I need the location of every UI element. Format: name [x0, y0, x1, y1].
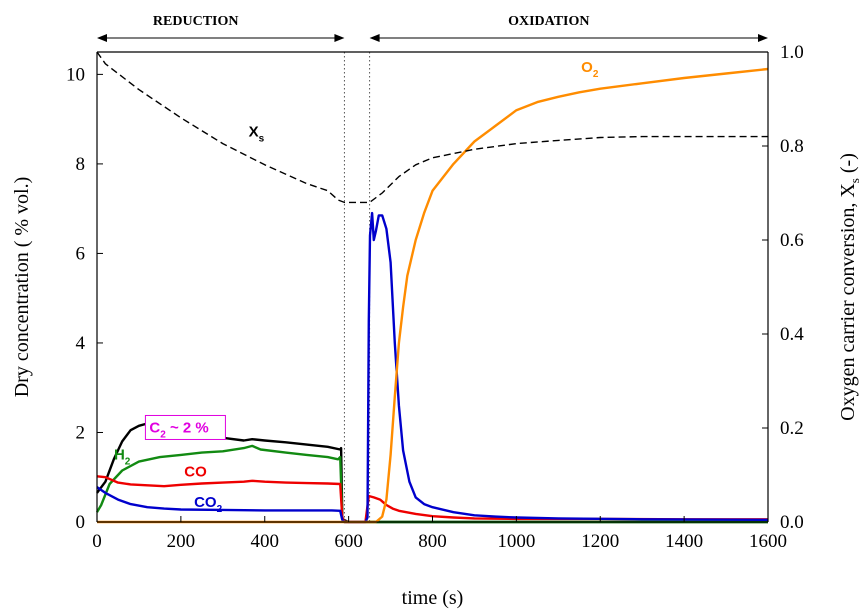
x-tick-label-0: 0	[92, 531, 102, 552]
y-tick-label-5: 10	[66, 64, 85, 85]
series-labels: CH4H2COCO2O2XsC2 ~ 2 %	[114, 59, 599, 515]
series-label-co2: CO2	[194, 494, 223, 515]
x-tick-label-5: 1000	[497, 531, 535, 552]
x-tick-label-3: 600	[334, 531, 363, 552]
series-label-o2-main: O	[581, 59, 593, 76]
y2-tick-label-5: 1.0	[780, 42, 804, 63]
series-label-co2-main: CO	[194, 494, 217, 511]
x-tick-label-6: 1200	[581, 531, 619, 552]
y-tick-label-2: 4	[76, 333, 86, 354]
phase-markers	[343, 52, 371, 522]
annotation-text-main: C	[149, 419, 160, 436]
series-label-xs-conversion: Xs	[249, 124, 265, 145]
y2-tick-label-0: 0.0	[780, 512, 804, 533]
phase-arrowhead-left-0	[97, 34, 107, 42]
x-tick-label-1: 200	[167, 531, 196, 552]
phase-label-oxidation: OXIDATION	[508, 14, 589, 29]
series-line-o2	[97, 67, 769, 524]
axes: 0 200 400 600 800 1000 1200 1400 1600 0 2 4 6 8 10 0.0 0…	[11, 42, 862, 609]
series-label-xs-conversion-sub: s	[259, 134, 265, 145]
x-axis-title: time (s)	[402, 587, 464, 609]
series-line-h2	[95, 444, 768, 524]
annotation-box	[144, 414, 226, 440]
y2-tick-label-1: 0.2	[780, 418, 804, 439]
y2-axis-title-suffix: (-)	[837, 153, 859, 178]
y-tick-label-4: 8	[76, 154, 86, 175]
y-tick-label-3: 6	[76, 243, 86, 264]
x-tick-label-4: 800	[418, 531, 447, 552]
series-label-h2-sub: 2	[125, 456, 131, 467]
y2-axis-title-sub: s	[847, 178, 862, 183]
series-line-co2	[96, 211, 769, 524]
series-label-h2: H2	[114, 446, 131, 467]
annotation-text: C2 ~ 2 %	[149, 419, 208, 440]
series-lines	[95, 51, 769, 524]
y2-tick-label-3: 0.6	[780, 230, 804, 251]
series-label-co: CO	[184, 463, 207, 480]
phase-arrowhead-right-0	[334, 34, 345, 42]
annotation-text-suffix: ~ 2 %	[166, 419, 209, 436]
phase-label-reduction: REDUCTION	[153, 14, 239, 29]
series-label-h2-main: H	[114, 446, 125, 463]
y-tick-label-0: 0	[76, 512, 86, 533]
y-tick-label-1: 2	[76, 422, 86, 443]
series-label-co2-sub: 2	[217, 504, 223, 515]
y2-axis-title-main: Oxygen carrier conversion, X	[837, 183, 859, 421]
series-label-xs-conversion-main: X	[249, 124, 259, 141]
y2-axis-title: Oxygen carrier conversion, Xs (-)	[837, 153, 862, 421]
phase-arrows: REDUCTION OXIDATION	[97, 14, 768, 42]
series-label-o2-sub: 2	[593, 69, 599, 80]
y2-tick-label-4: 0.8	[780, 136, 804, 157]
series-line-xs-conversion	[96, 51, 768, 204]
x-tick-label-7: 1400	[665, 531, 703, 552]
series-label-co-main: CO	[184, 463, 207, 480]
x-tick-label-2: 400	[251, 531, 280, 552]
y-axis-title: Dry concentration ( % vol.)	[11, 177, 33, 397]
x-tick-label-8: 1600	[749, 531, 787, 552]
phase-arrowhead-left-1	[369, 34, 380, 42]
y2-tick-label-2: 0.4	[780, 324, 804, 345]
series-label-o2: O2	[581, 59, 599, 80]
annotation-text-sub: 2	[160, 429, 166, 440]
phase-arrowhead-right-1	[758, 34, 768, 42]
